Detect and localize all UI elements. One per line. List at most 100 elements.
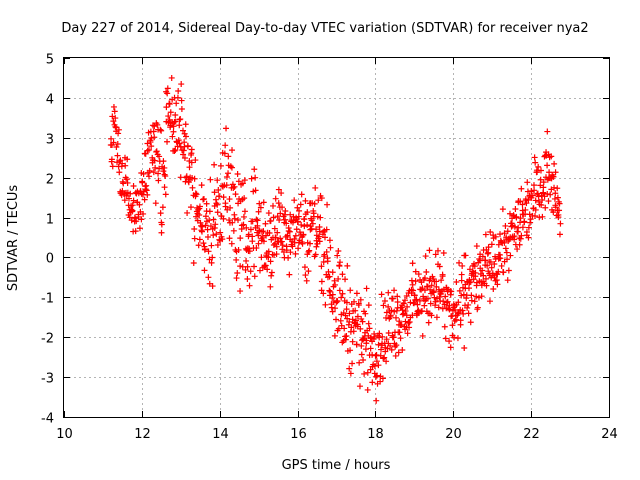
data-point bbox=[402, 308, 409, 315]
data-point bbox=[539, 197, 546, 204]
data-point bbox=[390, 334, 397, 341]
data-point bbox=[324, 201, 331, 208]
chart-title: Day 227 of 2014, Sidereal Day-to-day VTE… bbox=[61, 21, 588, 36]
data-point bbox=[146, 146, 153, 153]
data-point bbox=[246, 282, 253, 289]
data-point bbox=[442, 293, 449, 300]
data-point bbox=[276, 216, 283, 223]
data-point bbox=[247, 268, 254, 275]
data-point bbox=[223, 174, 230, 181]
data-point bbox=[169, 133, 176, 140]
data-point bbox=[379, 333, 386, 340]
data-point bbox=[230, 227, 237, 234]
data-point bbox=[339, 271, 346, 278]
data-point bbox=[506, 210, 513, 217]
data-point bbox=[204, 233, 211, 240]
data-point bbox=[282, 208, 289, 215]
data-point bbox=[225, 170, 232, 177]
data-point bbox=[337, 317, 344, 324]
data-point bbox=[110, 103, 117, 110]
data-point bbox=[524, 179, 531, 186]
data-point bbox=[373, 351, 380, 358]
data-point bbox=[475, 294, 482, 301]
data-point bbox=[193, 191, 200, 198]
data-point bbox=[357, 325, 364, 332]
data-point bbox=[178, 81, 185, 88]
data-point bbox=[299, 240, 306, 247]
data-point bbox=[271, 225, 278, 232]
data-point bbox=[318, 287, 325, 294]
data-point bbox=[513, 213, 520, 220]
y-tick-label: 5 bbox=[46, 53, 54, 68]
data-point bbox=[556, 207, 563, 214]
data-point bbox=[542, 204, 549, 211]
data-point bbox=[231, 215, 238, 222]
data-point bbox=[174, 94, 181, 101]
data-point bbox=[273, 251, 280, 258]
data-point bbox=[128, 217, 135, 224]
data-point bbox=[145, 173, 152, 180]
data-point bbox=[376, 330, 383, 337]
data-point bbox=[228, 240, 235, 247]
data-point bbox=[160, 168, 167, 175]
data-point bbox=[249, 233, 256, 240]
y-tick-label: 0 bbox=[46, 252, 54, 267]
data-point bbox=[382, 314, 389, 321]
data-point bbox=[196, 203, 203, 210]
data-point bbox=[504, 228, 511, 235]
data-point bbox=[233, 275, 240, 282]
data-point bbox=[140, 170, 147, 177]
data-point bbox=[301, 216, 308, 223]
data-point bbox=[392, 352, 399, 359]
data-point bbox=[262, 262, 269, 269]
data-point bbox=[244, 263, 251, 270]
data-point bbox=[372, 352, 379, 359]
data-point bbox=[272, 234, 279, 241]
data-point bbox=[544, 128, 551, 135]
data-point bbox=[381, 354, 388, 361]
y-tick-label: -3 bbox=[41, 372, 54, 387]
data-point bbox=[151, 157, 158, 164]
data-point bbox=[113, 144, 120, 151]
data-point bbox=[349, 360, 356, 367]
data-point bbox=[554, 194, 561, 201]
data-point bbox=[517, 235, 524, 242]
data-point bbox=[235, 178, 242, 185]
data-point bbox=[178, 97, 185, 104]
data-point bbox=[329, 295, 336, 302]
data-point bbox=[346, 365, 353, 372]
data-point bbox=[339, 290, 346, 297]
data-point bbox=[443, 299, 450, 306]
data-point bbox=[158, 229, 165, 236]
data-point bbox=[320, 258, 327, 265]
data-point bbox=[388, 307, 395, 314]
data-point bbox=[379, 375, 386, 382]
data-point bbox=[203, 200, 210, 207]
data-point bbox=[168, 74, 175, 81]
data-point bbox=[242, 266, 249, 273]
data-point bbox=[191, 235, 198, 242]
data-point bbox=[188, 159, 195, 166]
data-point bbox=[535, 193, 542, 200]
data-point bbox=[259, 234, 266, 241]
data-point bbox=[249, 218, 256, 225]
data-point bbox=[302, 272, 309, 279]
data-point bbox=[447, 344, 454, 351]
x-tick-label: 16 bbox=[290, 427, 307, 442]
data-point bbox=[471, 263, 478, 270]
data-point bbox=[406, 324, 413, 331]
data-point bbox=[458, 292, 465, 299]
data-point bbox=[552, 169, 559, 176]
data-point bbox=[267, 258, 274, 265]
data-point bbox=[482, 275, 489, 282]
data-point bbox=[449, 322, 456, 329]
data-point bbox=[225, 153, 232, 160]
data-point bbox=[521, 218, 528, 225]
data-point bbox=[410, 287, 417, 294]
data-point bbox=[202, 213, 209, 220]
data-point bbox=[315, 233, 322, 240]
data-point bbox=[357, 296, 364, 303]
data-point bbox=[459, 307, 466, 314]
data-point bbox=[462, 252, 469, 259]
data-point bbox=[504, 277, 511, 284]
